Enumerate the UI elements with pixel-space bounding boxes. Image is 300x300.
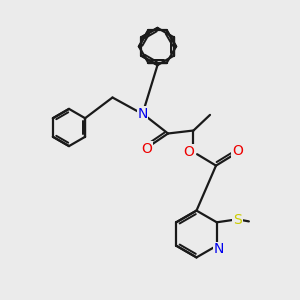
Text: O: O [141,142,152,156]
Text: O: O [232,144,243,158]
Text: N: N [137,107,148,121]
Text: S: S [233,213,242,227]
Text: N: N [214,242,224,256]
Text: O: O [184,145,194,159]
